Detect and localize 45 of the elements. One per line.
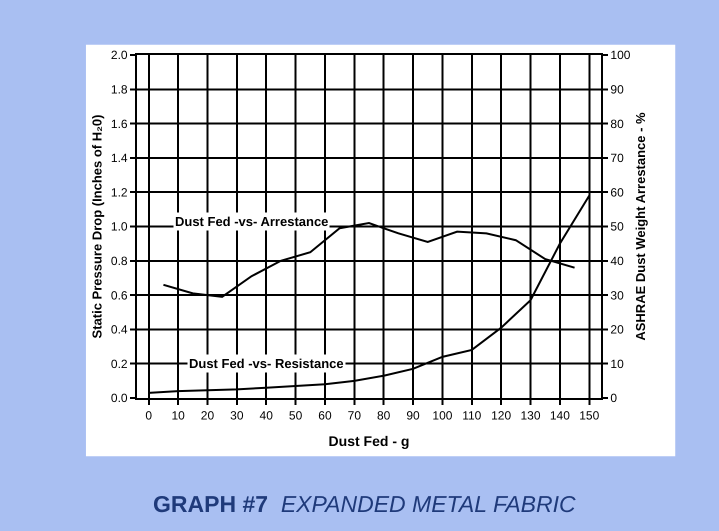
y2-tick-label: 0 [610, 391, 618, 406]
x-axis-title: Dust Fed - g [328, 433, 410, 450]
series-label: Dust Fed -vs- Resistance [189, 356, 344, 371]
x-tick-label: 110 [462, 408, 482, 422]
y-tick-label: 2.0 [110, 48, 128, 62]
y-axis-title: Static Pressure Drop (Inches of H₂0) [89, 114, 104, 338]
y-tick-label: 0.6 [110, 288, 128, 302]
x-tick-label: 80 [377, 408, 391, 422]
y2-tick-label: 70 [610, 151, 624, 166]
x-tick-label: 130 [520, 408, 541, 422]
x-tick-label: 150 [579, 408, 600, 422]
y2-tick-label: 50 [610, 220, 624, 234]
y-tick-label: 1.4 [110, 151, 128, 166]
text: GRAPH #7 [153, 491, 268, 517]
y2-tick-label: 80 [610, 116, 624, 131]
y-tick-label: 0.0 [110, 391, 128, 406]
y-tick-label: 0.4 [110, 322, 128, 337]
y2-tick-label: 100 [610, 48, 631, 62]
y2-tick-label: 40 [610, 254, 624, 268]
x-tick-label: 120 [491, 408, 512, 422]
x-tick-label: 140 [550, 408, 570, 422]
series-label: Dust Fed -vs- Arrestance [175, 214, 328, 229]
y-tick-label: 1.0 [110, 220, 128, 234]
x-tick-label: 20 [200, 408, 214, 422]
y-tick-label: 0.2 [110, 356, 128, 371]
x-tick-label: 40 [260, 408, 274, 422]
y-tick-label: 1.6 [110, 116, 128, 131]
x-tick-label: 60 [318, 408, 332, 422]
x-tick-label: 50 [288, 408, 303, 422]
y2-tick-label: 20 [610, 322, 624, 337]
x-tick-label: 70 [348, 408, 362, 422]
y-tick-label: 1.8 [110, 82, 128, 96]
y2-tick-label: 60 [610, 185, 624, 200]
text: EXPANDED METAL FABRIC [280, 491, 576, 517]
x-tick-label: 0 [145, 408, 152, 422]
x-tick-label: 90 [406, 408, 420, 422]
y2-tick-label: 90 [610, 82, 624, 96]
x-tick-label: 100 [432, 408, 453, 422]
x-tick-label: 30 [230, 408, 244, 422]
y-tick-label: 1.2 [110, 185, 128, 200]
y2-tick-label: 30 [610, 288, 624, 302]
y2-axis-title: ASHRAE Dust Weight Arrestance - % [632, 112, 648, 341]
y-tick-label: 0.8 [110, 254, 128, 268]
x-tick-label: 10 [171, 408, 186, 422]
y2-tick-label: 10 [610, 356, 624, 371]
